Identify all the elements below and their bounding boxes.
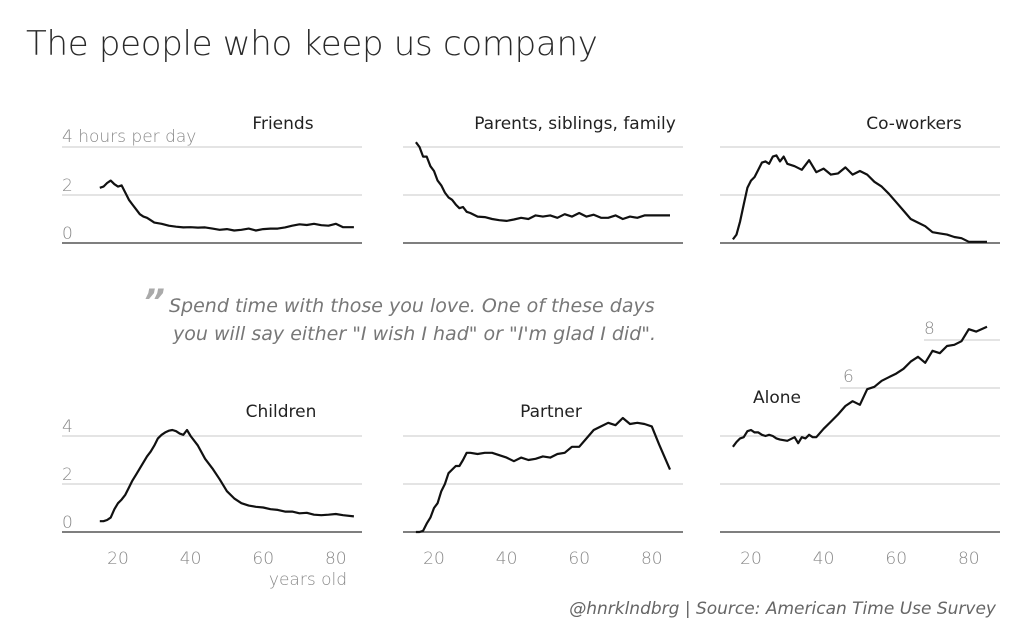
alone-xtick-60: 60	[885, 549, 907, 569]
partner-xtick-40: 40	[496, 549, 518, 569]
alone-ytick-6: 6	[843, 367, 854, 387]
co-workers-series-line	[732, 154, 987, 243]
friends-ytick-0: 0	[62, 224, 73, 244]
children-xtick-40: 40	[180, 549, 202, 569]
partner-xtick-80: 80	[641, 549, 663, 569]
partner-xtick-20: 20	[423, 549, 445, 569]
partner-panel-title: Partner	[520, 402, 582, 422]
x-axis-unit-label: years old	[269, 570, 347, 590]
friends-series-line	[99, 179, 354, 232]
friends-ytick-2: 2	[62, 176, 73, 196]
quote-mark-icon: ”	[143, 282, 165, 322]
source-credit: @hnrklndbrg | Source: American Time Use …	[569, 599, 996, 619]
friends-panel-title: Friends	[252, 114, 313, 134]
children-ytick-4: 4	[62, 417, 73, 437]
quote-line-1: Spend time with those you love. One of t…	[169, 295, 655, 317]
co-workers-panel-title: Co-workers	[866, 114, 962, 134]
alone-series-line	[732, 325, 988, 448]
page-title: The people who keep us company	[26, 24, 598, 64]
children-xtick-80: 80	[325, 549, 347, 569]
children-xtick-20: 20	[107, 549, 129, 569]
partner-series-line	[415, 416, 672, 534]
children-xtick-60: 60	[252, 549, 274, 569]
friends-ytick-4: 4 hours per day	[62, 127, 196, 147]
alone-xtick-20: 20	[740, 549, 762, 569]
children-panel-title: Children	[246, 402, 317, 422]
parents-siblings-family-series-line	[415, 141, 670, 222]
children-ytick-2: 2	[62, 465, 73, 485]
alone-xtick-80: 80	[958, 549, 980, 569]
alone-panel-title: Alone	[753, 388, 801, 408]
quote-line-2: you will say either "I wish I had" or "I…	[173, 323, 657, 345]
partner-xtick-60: 60	[568, 549, 590, 569]
children-series-line	[99, 428, 355, 523]
alone-ytick-8: 8	[924, 319, 935, 339]
children-ytick-0: 0	[62, 513, 73, 533]
alone-xtick-40: 40	[813, 549, 835, 569]
parents-siblings-family-panel-title: Parents, siblings, family	[474, 114, 676, 134]
